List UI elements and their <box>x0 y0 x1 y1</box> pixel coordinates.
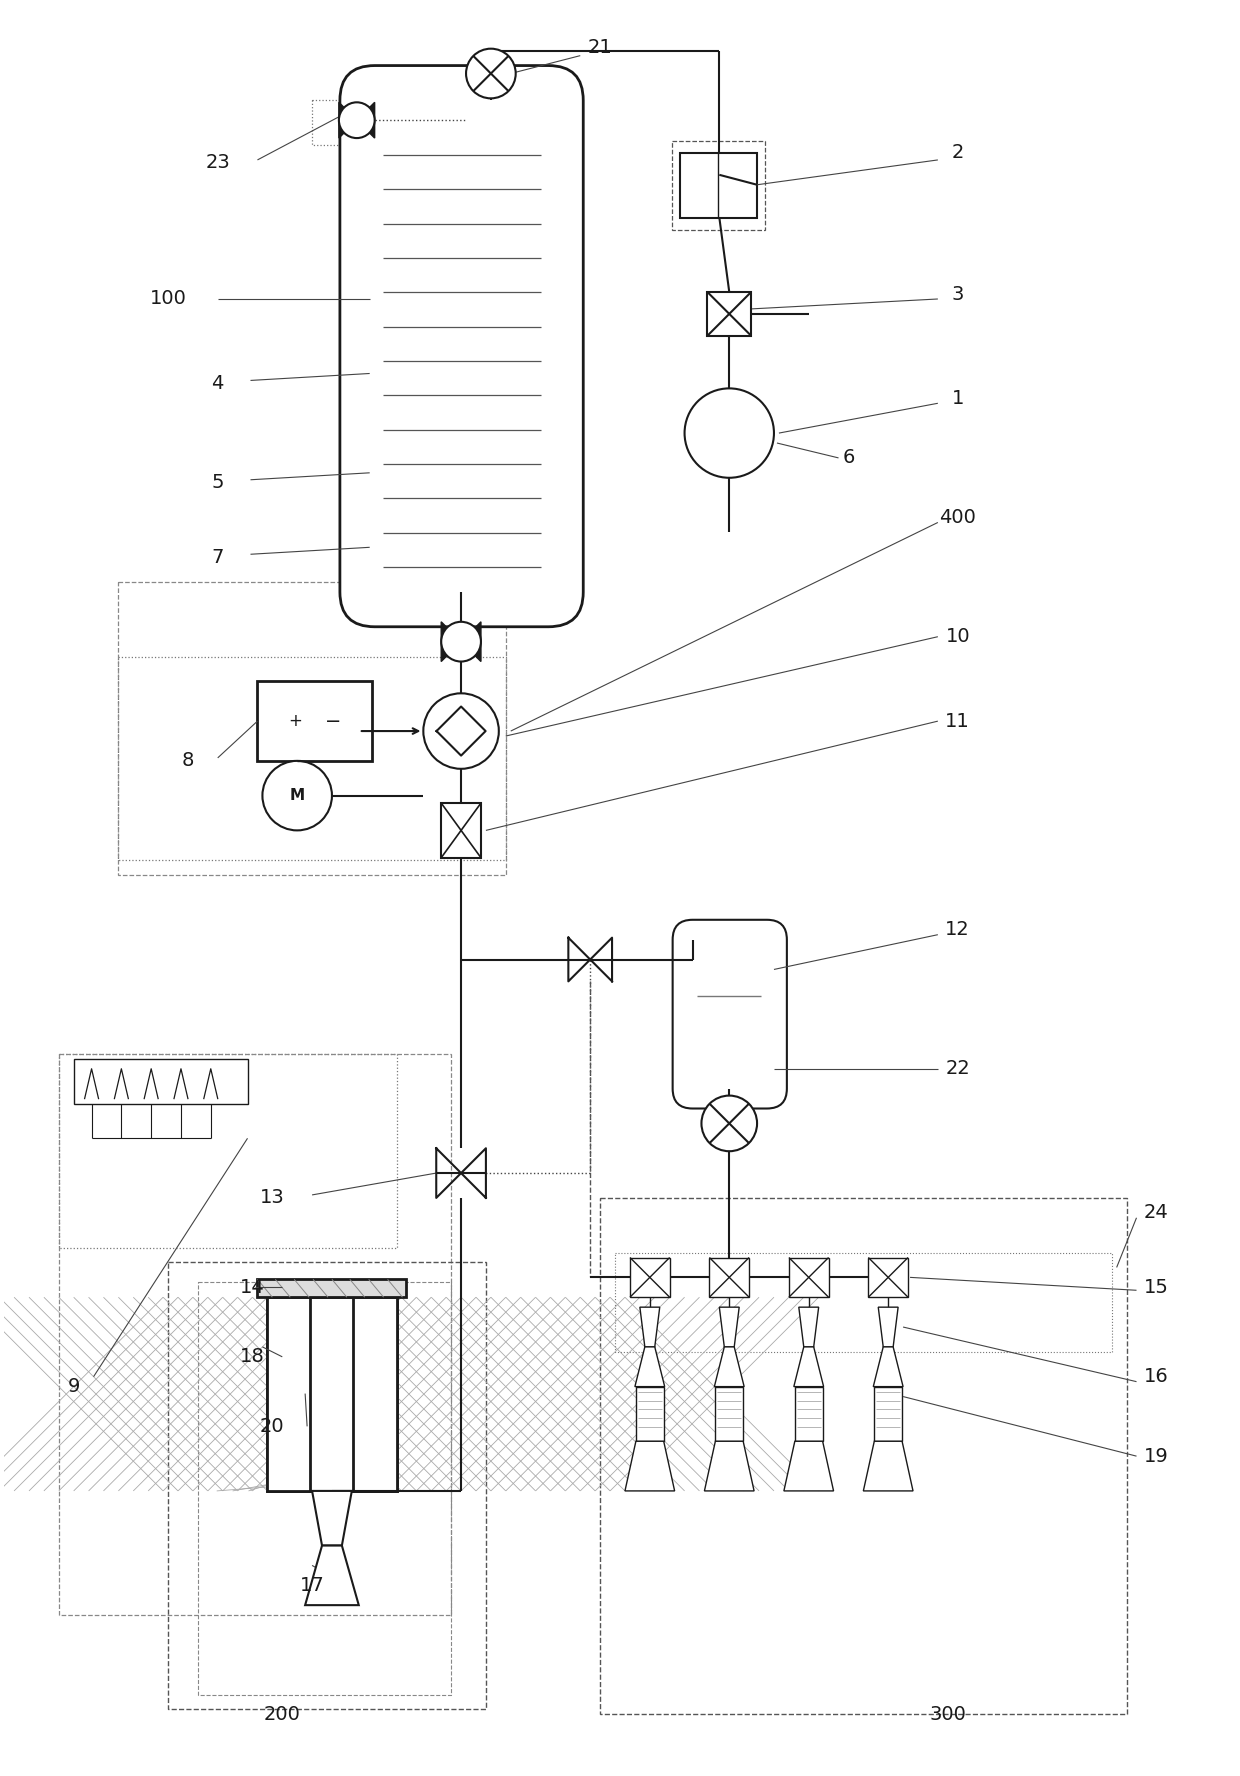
Polygon shape <box>784 1442 833 1490</box>
Bar <box>118 583 506 876</box>
Polygon shape <box>339 103 357 139</box>
Bar <box>268 1296 397 1490</box>
Circle shape <box>339 103 374 139</box>
Text: 19: 19 <box>1145 1447 1169 1465</box>
Bar <box>630 1257 670 1296</box>
Text: 18: 18 <box>241 1348 265 1366</box>
Polygon shape <box>625 1442 675 1490</box>
Text: 7: 7 <box>212 547 224 567</box>
Bar <box>636 1387 663 1442</box>
Circle shape <box>441 622 481 661</box>
Text: 100: 100 <box>150 289 186 309</box>
Text: 10: 10 <box>945 627 970 646</box>
Bar <box>58 1053 451 1614</box>
Polygon shape <box>312 1490 352 1545</box>
Bar <box>680 153 758 217</box>
Text: 21: 21 <box>588 39 613 57</box>
Bar <box>312 99 521 146</box>
Polygon shape <box>794 1346 823 1387</box>
Polygon shape <box>441 622 461 661</box>
Bar <box>672 140 765 231</box>
Polygon shape <box>704 1442 754 1490</box>
Bar <box>258 682 372 760</box>
Text: 400: 400 <box>939 508 976 527</box>
Bar <box>198 1282 451 1694</box>
Bar <box>615 1252 1112 1352</box>
Text: 200: 200 <box>264 1705 301 1724</box>
Bar <box>795 1387 822 1442</box>
Text: 20: 20 <box>260 1417 285 1435</box>
Circle shape <box>684 389 774 478</box>
Text: M: M <box>290 789 305 803</box>
Text: 23: 23 <box>206 153 231 172</box>
Polygon shape <box>719 1307 739 1346</box>
Text: −: − <box>325 712 341 730</box>
Text: 15: 15 <box>1145 1277 1169 1296</box>
Bar <box>600 1197 1127 1714</box>
Circle shape <box>466 48 516 98</box>
Bar <box>258 1279 407 1296</box>
Text: 13: 13 <box>260 1188 285 1208</box>
Bar <box>169 1263 486 1710</box>
Text: 11: 11 <box>945 712 970 730</box>
Text: 6: 6 <box>842 448 854 467</box>
Polygon shape <box>799 1307 818 1346</box>
Text: 22: 22 <box>945 1058 970 1078</box>
Text: 14: 14 <box>241 1277 265 1296</box>
Text: 12: 12 <box>945 920 970 940</box>
Bar <box>310 1296 353 1490</box>
Text: 3: 3 <box>951 284 963 304</box>
Bar <box>709 1257 749 1296</box>
Bar <box>268 1296 397 1490</box>
Polygon shape <box>640 1307 660 1346</box>
Polygon shape <box>357 103 374 139</box>
Polygon shape <box>305 1545 358 1606</box>
Text: 1: 1 <box>951 389 963 408</box>
Circle shape <box>423 693 498 769</box>
Bar <box>73 1058 248 1103</box>
Text: 8: 8 <box>182 751 195 771</box>
Bar <box>868 1257 908 1296</box>
Circle shape <box>263 760 332 831</box>
FancyBboxPatch shape <box>672 920 787 1108</box>
Polygon shape <box>714 1346 744 1387</box>
Polygon shape <box>863 1442 913 1490</box>
Bar <box>118 657 506 860</box>
FancyBboxPatch shape <box>340 66 583 627</box>
Polygon shape <box>873 1346 903 1387</box>
Text: 300: 300 <box>929 1705 966 1724</box>
Text: 5: 5 <box>212 472 224 492</box>
Bar <box>874 1387 901 1442</box>
Polygon shape <box>878 1307 898 1346</box>
Polygon shape <box>461 622 481 661</box>
Text: 24: 24 <box>1145 1204 1169 1222</box>
Polygon shape <box>635 1346 665 1387</box>
Bar <box>707 291 751 336</box>
Bar <box>441 803 481 858</box>
Text: 2: 2 <box>951 144 963 162</box>
Text: 16: 16 <box>1145 1368 1169 1387</box>
Text: 4: 4 <box>212 375 224 392</box>
Text: +: + <box>288 712 303 730</box>
Bar <box>715 1387 743 1442</box>
Circle shape <box>702 1096 758 1151</box>
Bar <box>789 1257 828 1296</box>
Text: 17: 17 <box>300 1575 325 1595</box>
Text: 9: 9 <box>67 1376 79 1396</box>
Bar <box>58 1053 397 1247</box>
